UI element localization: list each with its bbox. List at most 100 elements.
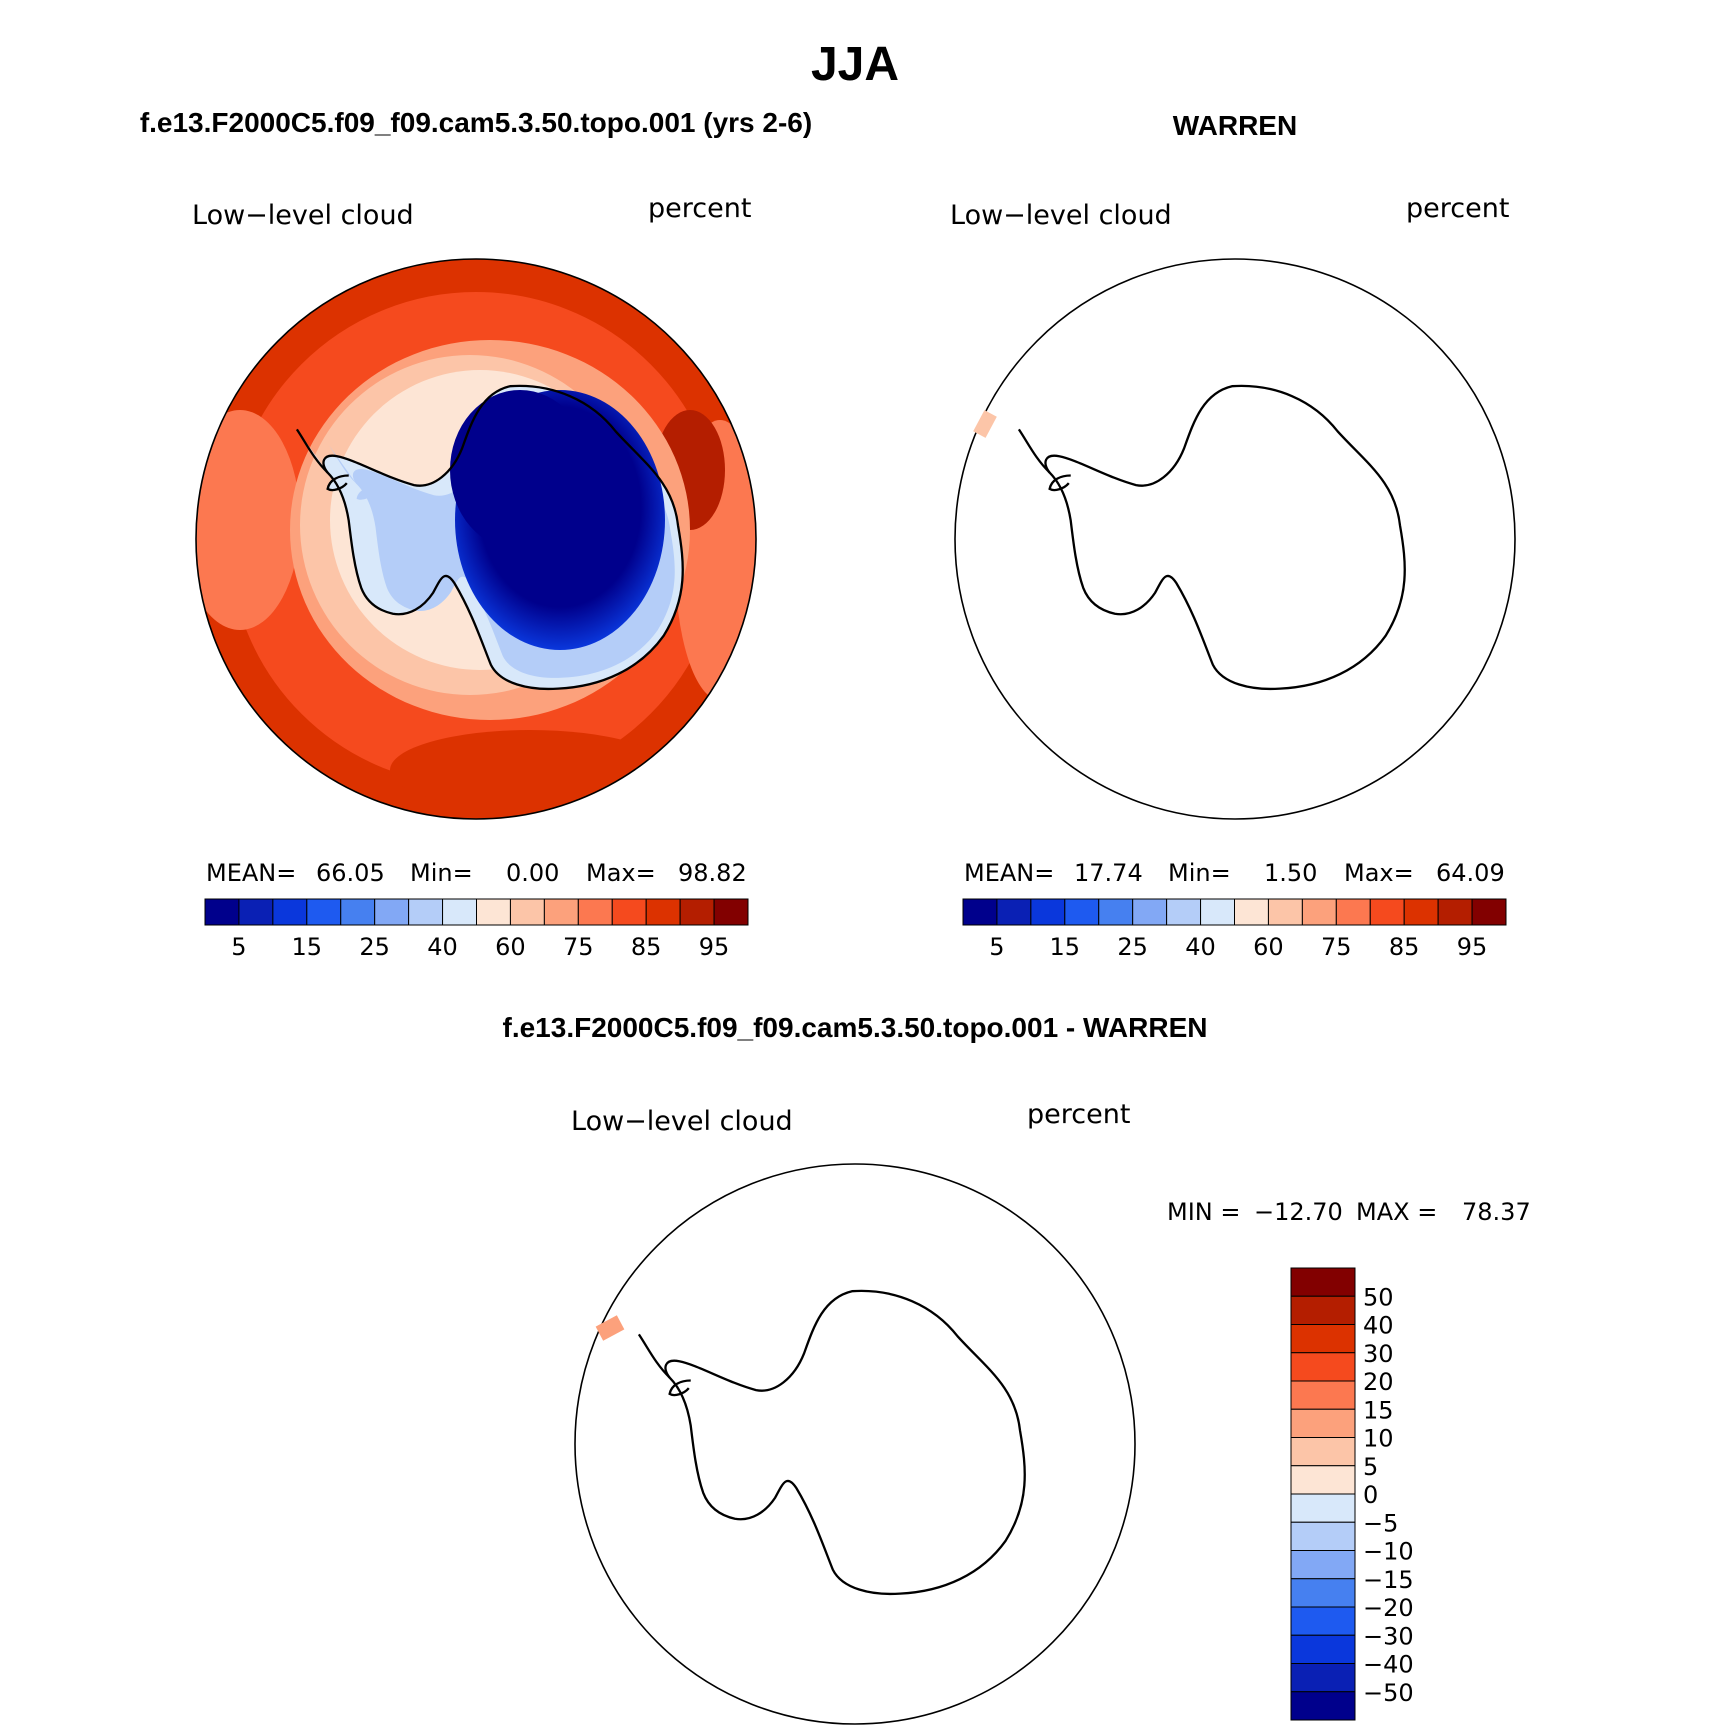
panel-b-map-border bbox=[954, 258, 1516, 820]
panel-b-mean-value: 17.74 bbox=[1074, 859, 1143, 887]
panel-a-outer-light-band bbox=[390, 730, 670, 810]
panel-c-colorbar-swatch bbox=[1290, 1324, 1356, 1354]
panel-a-colorbar-swatch bbox=[204, 898, 240, 926]
panel-c-colorbar-swatch bbox=[1290, 1380, 1356, 1410]
panel-a-mean-label: MEAN= bbox=[206, 859, 296, 887]
panel-c-colorbar-swatch bbox=[1290, 1493, 1356, 1523]
panel-b-colorbar-tick-label: 60 bbox=[1253, 933, 1284, 961]
panel-c-colorbar-tick-label: −10 bbox=[1363, 1538, 1414, 1566]
panel-b-colorbar-swatch bbox=[1098, 898, 1134, 926]
panel-c-colorbar-tick-label: −40 bbox=[1363, 1651, 1414, 1679]
panel-c-colorbar-tick-label: 30 bbox=[1363, 1340, 1394, 1368]
panel-b-colorbar-tick-label: 15 bbox=[1050, 933, 1081, 961]
panel-a-header: f.e13.F2000C5.f09_f09.cam5.3.50.topo.001… bbox=[140, 107, 812, 138]
panel-c-colorbar-swatch bbox=[1290, 1578, 1356, 1608]
panel-a-variable-label: Low−level cloud bbox=[192, 200, 414, 231]
panel-c-colorbar-swatch bbox=[1290, 1465, 1356, 1495]
panel-b-max-label: Max= bbox=[1344, 859, 1414, 887]
panel-a-colorbar-swatch bbox=[272, 898, 308, 926]
panel-b-colorbar-swatch bbox=[1369, 898, 1405, 926]
panel-a-colorbar-tick-label: 95 bbox=[699, 933, 730, 961]
panel-b-colorbar: 5 15 25 40 60 75 85 95 bbox=[962, 898, 1507, 961]
panel-c-colorbar-swatch bbox=[1290, 1295, 1356, 1325]
panel-c-units-label: percent bbox=[1027, 1099, 1130, 1130]
panel-b-header: WARREN bbox=[1173, 110, 1297, 141]
panel-b-colorbar-tick-label: 75 bbox=[1321, 933, 1352, 961]
panel-a-colorbar-swatch bbox=[442, 898, 477, 926]
panel-b-colorbar-swatch bbox=[1166, 898, 1202, 926]
panel-c-data-patch bbox=[595, 1315, 625, 1341]
panel-b-colorbar-swatch bbox=[1403, 898, 1439, 926]
panel-b-min-value: 1.50 bbox=[1264, 859, 1317, 887]
panel-b-max-value: 64.09 bbox=[1436, 859, 1505, 887]
panel-b-colorbar-tick-label: 25 bbox=[1117, 933, 1148, 961]
panel-b-colorbar-tick-label: 40 bbox=[1185, 933, 1216, 961]
panel-b-colorbar-swatch bbox=[1200, 898, 1235, 926]
panel-a-colorbar-tick-label: 75 bbox=[563, 933, 594, 961]
panel-c-colorbar-swatch bbox=[1290, 1691, 1356, 1721]
panel-c-colorbar-swatch bbox=[1290, 1352, 1356, 1382]
panel-c-colorbar-tick-label: 50 bbox=[1363, 1283, 1394, 1311]
panel-a-colorbar-swatch bbox=[611, 898, 647, 926]
panel-b-colorbar-tick-label: 5 bbox=[989, 933, 1004, 961]
panel-a-colorbar-tick-label: 25 bbox=[359, 933, 390, 961]
panel-a-colorbar: 5 15 25 40 60 75 85 95 bbox=[204, 898, 749, 961]
panel-b-colorbar-swatch bbox=[1301, 898, 1337, 926]
panel-a-stats: MEAN= 66.05 Min= 0.00 Max= 98.82 bbox=[206, 859, 747, 887]
panel-a-map bbox=[196, 259, 756, 819]
panel-a-colorbar-swatch bbox=[238, 898, 274, 926]
panel-a-colorbar-tick-label: 40 bbox=[427, 933, 458, 961]
panel-c-min-value: −12.70 bbox=[1254, 1198, 1343, 1226]
main-title: JJA bbox=[811, 38, 899, 91]
panel-a-colorbar-swatch bbox=[374, 898, 410, 926]
panel-a-colorbar-swatch bbox=[713, 898, 749, 926]
panel-b-min-label: Min= bbox=[1168, 859, 1231, 887]
panel-b-colorbar-swatch bbox=[1030, 898, 1066, 926]
panel-a-colorbar-swatch bbox=[543, 898, 579, 926]
panel-a-colorbar-tick-label: 60 bbox=[495, 933, 526, 961]
panel-b-units-label: percent bbox=[1406, 193, 1509, 224]
panel-b-colorbar-tick-label: 85 bbox=[1389, 933, 1420, 961]
panel-a-max-value: 98.82 bbox=[678, 859, 747, 887]
panel-b-mean-label: MEAN= bbox=[964, 859, 1054, 887]
panel-a-map-border bbox=[195, 258, 757, 820]
panel-c-stats: MIN = −12.70 MAX = 78.37 bbox=[1167, 1198, 1531, 1226]
panel-a-outer-light-band bbox=[196, 410, 300, 630]
panel-c-colorbar-tick-label: −20 bbox=[1363, 1594, 1414, 1622]
panel-a-colorbar-swatch bbox=[645, 898, 681, 926]
panel-b-colorbar-swatch bbox=[1064, 898, 1100, 926]
panel-b-colorbar-swatch bbox=[1437, 898, 1473, 926]
panel-b-colorbar-swatch bbox=[962, 898, 998, 926]
panel-a-colorbar-swatch bbox=[408, 898, 444, 926]
panel-a-colorbar-swatch bbox=[476, 898, 511, 926]
panel-b-colorbar-swatch bbox=[996, 898, 1032, 926]
panel-b-colorbar-swatch bbox=[1132, 898, 1168, 926]
panel-a-colorbar-swatch bbox=[509, 898, 545, 926]
panel-a-colorbar-swatch bbox=[679, 898, 715, 926]
panel-b-colorbar-swatch bbox=[1234, 898, 1269, 926]
panel-a-min-label: Min= bbox=[410, 859, 473, 887]
panel-c-colorbar-swatch bbox=[1290, 1521, 1356, 1551]
panel-c-map bbox=[574, 1163, 1136, 1725]
panel-a-max-label: Max= bbox=[586, 859, 656, 887]
panel-a-colorbar-tick-label: 5 bbox=[231, 933, 246, 961]
panel-c-colorbar-swatch bbox=[1290, 1550, 1356, 1580]
panel-b-stats: MEAN= 17.74 Min= 1.50 Max= 64.09 bbox=[964, 859, 1505, 887]
panel-c-max-label: MAX = bbox=[1356, 1198, 1437, 1226]
panel-c-max-value: 78.37 bbox=[1462, 1198, 1531, 1226]
panel-c-colorbar-tick-label: 15 bbox=[1363, 1396, 1394, 1424]
panel-c-min-label: MIN = bbox=[1167, 1198, 1240, 1226]
panel-c-colorbar-tick-label: 20 bbox=[1363, 1368, 1394, 1396]
panel-c-colorbar-tick-label: −15 bbox=[1363, 1566, 1414, 1594]
panel-c-colorbar-tick-label: 40 bbox=[1363, 1312, 1394, 1340]
panel-c-colorbar-tick-label: 5 bbox=[1363, 1453, 1378, 1481]
panel-c-colorbar-tick-label: 0 bbox=[1363, 1481, 1378, 1509]
panel-c-map-border bbox=[574, 1163, 1136, 1725]
panel-c-colorbar-tick-label: −30 bbox=[1363, 1622, 1414, 1650]
panel-a-units-label: percent bbox=[648, 193, 751, 224]
panel-c-colorbar-swatch bbox=[1290, 1267, 1356, 1297]
panel-c-header: f.e13.F2000C5.f09_f09.cam5.3.50.topo.001… bbox=[503, 1012, 1208, 1043]
panel-a-colorbar-swatch bbox=[340, 898, 376, 926]
